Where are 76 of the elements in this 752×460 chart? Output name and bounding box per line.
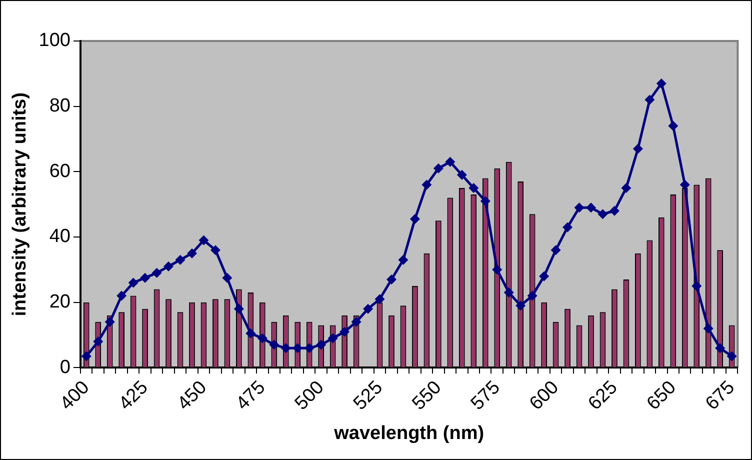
point xyxy=(433,163,444,174)
point xyxy=(269,340,280,350)
x-tick-label: 525 xyxy=(350,377,387,414)
point xyxy=(550,245,561,256)
x-axis-title: wavelength (nm) xyxy=(333,422,484,444)
x-tick-label: 475 xyxy=(232,377,270,414)
point xyxy=(198,235,209,246)
point xyxy=(422,180,432,190)
x-tick-label: 425 xyxy=(115,377,152,414)
point xyxy=(468,183,479,193)
x-tick-label: 650 xyxy=(643,377,680,414)
point xyxy=(574,202,584,213)
point xyxy=(692,280,702,291)
point xyxy=(621,183,632,193)
x-tick-label: 450 xyxy=(174,377,211,414)
point xyxy=(81,351,92,362)
point xyxy=(164,261,174,272)
point xyxy=(152,268,162,278)
point xyxy=(257,333,268,344)
point xyxy=(363,304,374,314)
point xyxy=(680,180,690,190)
point xyxy=(598,209,608,220)
y-tick-label: 100 xyxy=(38,30,70,52)
point xyxy=(562,222,573,232)
x-tick-label: 575 xyxy=(467,377,504,414)
point xyxy=(480,196,490,206)
point xyxy=(398,254,408,265)
point xyxy=(492,264,502,275)
point xyxy=(292,343,303,354)
point xyxy=(586,202,596,213)
y-axis-title: intensity (arbitrary units) xyxy=(10,92,31,316)
point xyxy=(246,328,256,338)
point xyxy=(234,304,244,314)
point xyxy=(374,294,385,304)
point xyxy=(644,94,655,105)
point xyxy=(304,343,314,354)
point xyxy=(316,340,326,350)
point xyxy=(609,206,620,216)
x-tick-label: 600 xyxy=(526,377,564,414)
point xyxy=(351,316,362,327)
point xyxy=(386,274,396,284)
point xyxy=(116,290,127,301)
point xyxy=(93,336,104,347)
point xyxy=(632,144,643,154)
x-tick-label: 400 xyxy=(56,377,94,414)
point xyxy=(527,290,538,301)
point xyxy=(175,254,186,265)
point xyxy=(504,288,514,298)
x-tick-label: 625 xyxy=(584,377,622,414)
point xyxy=(210,245,220,256)
point xyxy=(726,351,737,362)
x-tick-label: 500 xyxy=(291,377,328,414)
point xyxy=(715,343,726,354)
y-tick-label: 0 xyxy=(60,356,70,378)
x-tick-label: 675 xyxy=(702,377,740,414)
x-tick-label: 550 xyxy=(408,377,446,414)
point xyxy=(104,316,115,327)
point xyxy=(445,156,456,167)
point xyxy=(410,214,420,224)
point xyxy=(340,326,350,337)
point xyxy=(280,343,291,354)
point xyxy=(539,271,550,282)
point xyxy=(456,170,467,180)
point xyxy=(128,278,138,288)
point xyxy=(186,248,197,258)
point xyxy=(516,300,526,311)
point xyxy=(222,272,232,283)
point xyxy=(668,120,678,131)
y-tick-label: 80 xyxy=(49,96,70,117)
point xyxy=(140,272,150,283)
y-tick-label: 40 xyxy=(49,226,70,248)
point xyxy=(328,333,338,344)
y-tick-label: 60 xyxy=(49,160,70,182)
point xyxy=(703,323,714,334)
y-tick-label: 20 xyxy=(49,292,70,313)
point xyxy=(656,78,666,88)
